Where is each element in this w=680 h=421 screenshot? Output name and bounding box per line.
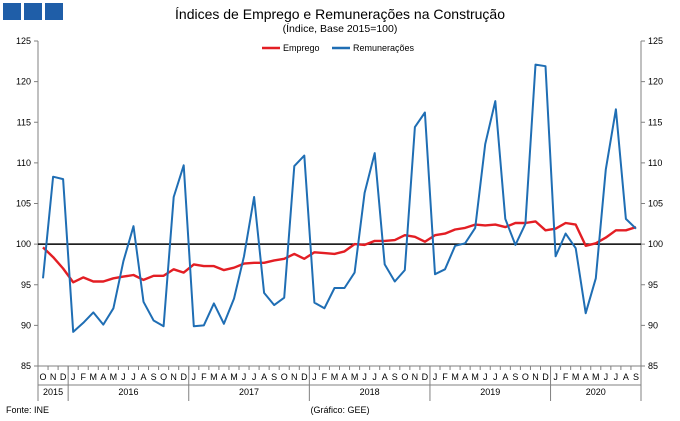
month-tick-label: O <box>522 372 529 382</box>
month-tick-label: F <box>80 372 86 382</box>
month-tick-label: D <box>301 372 308 382</box>
year-label: 2019 <box>480 387 500 397</box>
month-tick-label: J <box>242 372 247 382</box>
year-label: 2018 <box>360 387 380 397</box>
month-tick-label: J <box>121 372 126 382</box>
credit-note: (Gráfico: GEE) <box>310 405 370 415</box>
month-tick-label: J <box>614 372 619 382</box>
month-tick-label: A <box>583 372 589 382</box>
month-tick-label: J <box>252 372 257 382</box>
chart-title: Índices de Emprego e Remunerações na Con… <box>175 6 505 22</box>
year-label: 2020 <box>586 387 606 397</box>
month-tick-label: M <box>230 372 238 382</box>
month-tick-label: F <box>563 372 569 382</box>
month-tick-label: J <box>433 372 438 382</box>
month-tick-label: S <box>271 372 277 382</box>
month-tick-label: J <box>553 372 558 382</box>
month-tick-label: M <box>572 372 580 382</box>
y-tick-label-left: 95 <box>21 280 31 290</box>
month-tick-label: O <box>40 372 47 382</box>
year-label: 2016 <box>118 387 138 397</box>
y-tick-label-right: 120 <box>648 77 663 87</box>
month-tick-label: N <box>412 372 419 382</box>
month-tick-label: A <box>623 372 629 382</box>
logo <box>3 3 63 20</box>
month-tick-label: N <box>170 372 177 382</box>
y-tick-label-left: 115 <box>17 117 31 127</box>
month-tick-label: D <box>60 372 67 382</box>
year-label: 2017 <box>239 387 259 397</box>
y-tick-label-left: 105 <box>16 199 31 209</box>
year-label: 2015 <box>43 387 63 397</box>
month-tick-label: F <box>201 372 207 382</box>
month-tick-label: J <box>131 372 136 382</box>
month-tick-label: M <box>331 372 339 382</box>
y-tick-label-left: 90 <box>21 320 31 330</box>
month-tick-label: M <box>351 372 359 382</box>
chart-subtitle: (Índice, Base 2015=100) <box>282 23 398 35</box>
y-tick-label-right: 105 <box>648 199 663 209</box>
month-tick-label: A <box>382 372 388 382</box>
y-tick-label-right: 100 <box>648 239 663 249</box>
month-tick-label: S <box>151 372 157 382</box>
month-tick-label: A <box>141 372 147 382</box>
logo-block <box>24 3 42 20</box>
month-tick-label: N <box>50 372 57 382</box>
month-tick-label: O <box>281 372 288 382</box>
source-note: Fonte: INE <box>6 405 50 415</box>
month-tick-label: S <box>392 372 398 382</box>
month-tick-label: A <box>221 372 227 382</box>
month-tick-label: J <box>192 372 197 382</box>
month-tick-label: O <box>160 372 167 382</box>
logo-block <box>3 3 21 20</box>
month-tick-label: D <box>180 372 187 382</box>
month-tick-label: M <box>110 372 118 382</box>
month-tick-label: N <box>532 372 539 382</box>
month-tick-label: S <box>633 372 639 382</box>
month-tick-label: A <box>502 372 508 382</box>
y-tick-label-right: 125 <box>648 36 663 46</box>
month-tick-label: D <box>422 372 429 382</box>
series-line-emprego <box>42 220 637 284</box>
y-tick-label-left: 120 <box>16 77 31 87</box>
month-tick-label: N <box>291 372 298 382</box>
month-tick-label: A <box>261 372 267 382</box>
month-tick-label: A <box>462 372 468 382</box>
month-tick-label: J <box>362 372 367 382</box>
month-tick-label: M <box>471 372 479 382</box>
month-tick-label: J <box>71 372 76 382</box>
month-tick-label: M <box>90 372 98 382</box>
month-tick-label: A <box>100 372 106 382</box>
y-tick-label-right: 95 <box>648 280 658 290</box>
y-tick-label-left: 85 <box>21 361 31 371</box>
month-tick-label: J <box>312 372 317 382</box>
month-tick-label: M <box>592 372 600 382</box>
y-tick-label-left: 100 <box>16 239 31 249</box>
month-tick-label: O <box>401 372 408 382</box>
y-tick-label-left: 125 <box>16 36 31 46</box>
month-tick-label: J <box>483 372 488 382</box>
month-tick-label: M <box>210 372 218 382</box>
month-tick-label: F <box>322 372 328 382</box>
y-tick-label-right: 85 <box>648 361 658 371</box>
month-tick-label: M <box>451 372 459 382</box>
y-tick-label-left: 110 <box>17 158 31 168</box>
y-tick-label-right: 110 <box>648 158 662 168</box>
month-tick-label: A <box>342 372 348 382</box>
legend-label: Remunerações <box>353 43 415 53</box>
month-tick-label: S <box>512 372 518 382</box>
y-tick-label-right: 90 <box>648 320 658 330</box>
y-tick-label-right: 115 <box>648 117 662 127</box>
logo-block <box>45 3 63 20</box>
month-tick-label: F <box>442 372 448 382</box>
series-line-remunerações <box>42 63 637 333</box>
month-tick-label: D <box>542 372 549 382</box>
month-tick-label: J <box>604 372 609 382</box>
month-tick-label: J <box>493 372 498 382</box>
legend-label: Emprego <box>283 43 320 53</box>
month-tick-label: J <box>372 372 377 382</box>
